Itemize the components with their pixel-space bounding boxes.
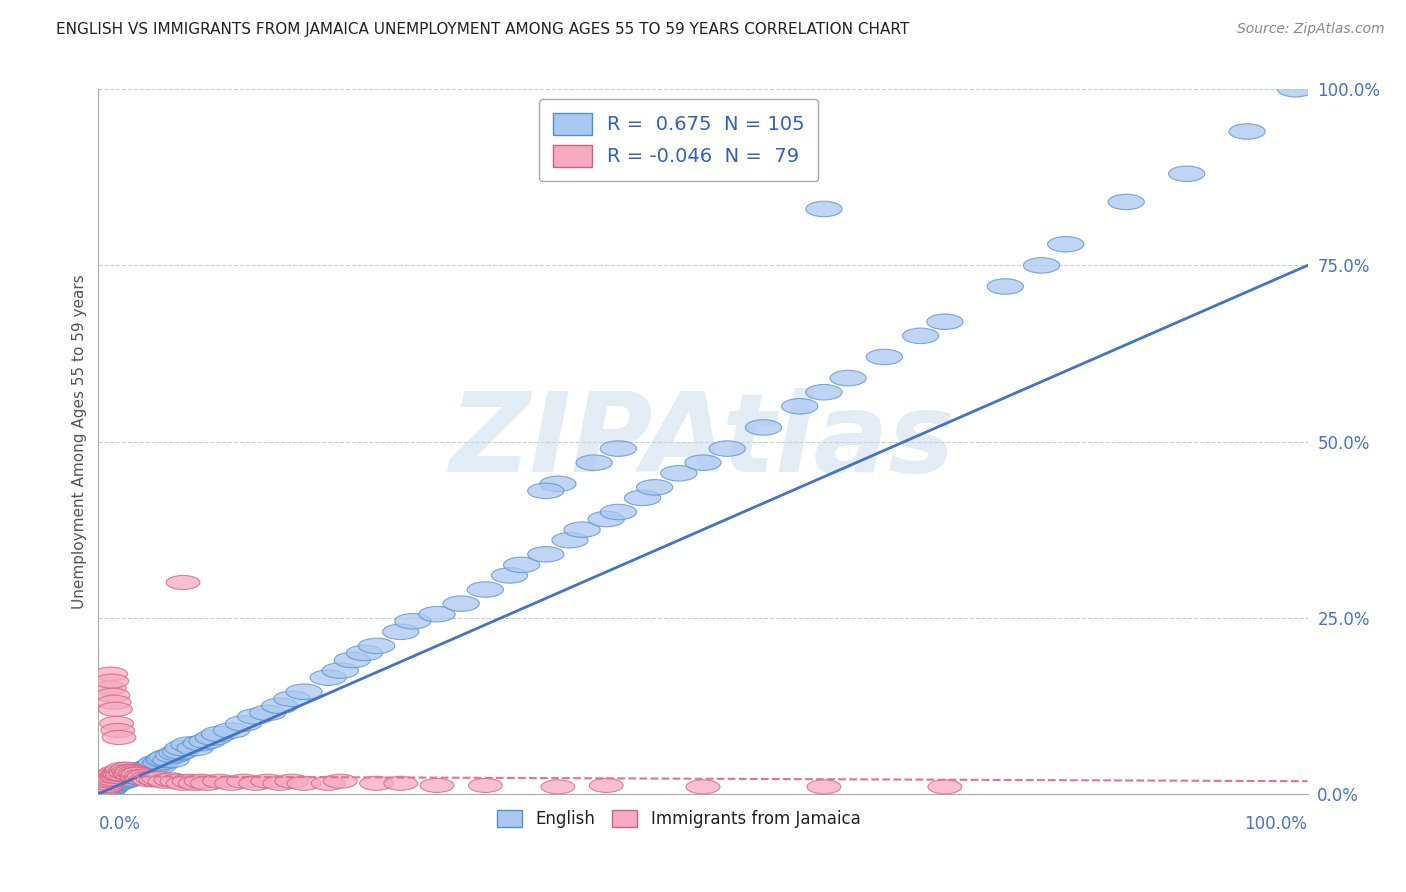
Text: Source: ZipAtlas.com: Source: ZipAtlas.com xyxy=(1237,22,1385,37)
Y-axis label: Unemployment Among Ages 55 to 59 years: Unemployment Among Ages 55 to 59 years xyxy=(72,274,87,609)
Text: 0.0%: 0.0% xyxy=(98,815,141,833)
Text: ENGLISH VS IMMIGRANTS FROM JAMAICA UNEMPLOYMENT AMONG AGES 55 TO 59 YEARS CORREL: ENGLISH VS IMMIGRANTS FROM JAMAICA UNEMP… xyxy=(56,22,910,37)
Text: 100.0%: 100.0% xyxy=(1244,815,1308,833)
Legend: English, Immigrants from Jamaica: English, Immigrants from Jamaica xyxy=(491,804,868,835)
Text: ZIPAtlas: ZIPAtlas xyxy=(450,388,956,495)
